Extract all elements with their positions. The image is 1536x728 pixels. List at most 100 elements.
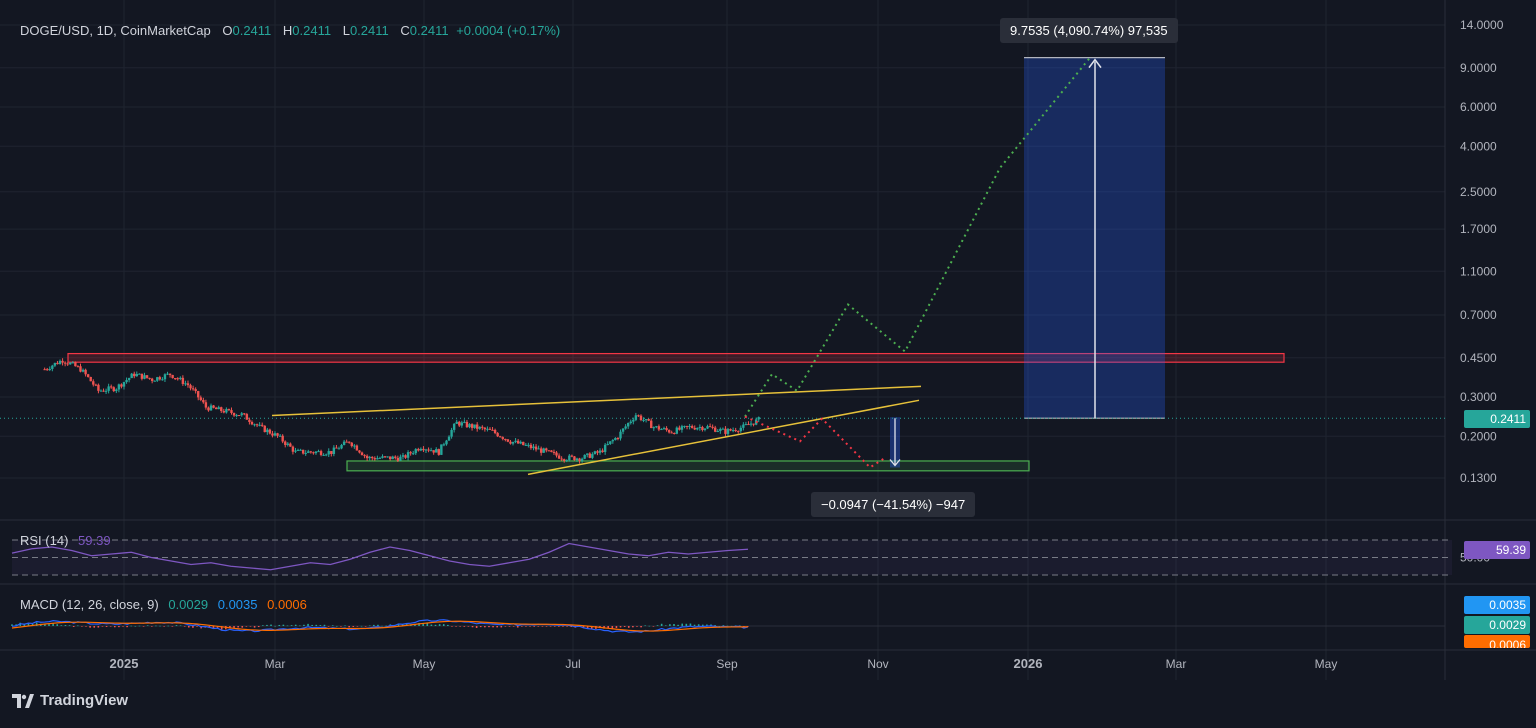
candle-body	[578, 458, 581, 461]
short-projection-label: −0.0947 (−41.54%) −947	[811, 492, 976, 517]
last-price-tag: 0.2411	[1464, 410, 1530, 428]
candle-body	[719, 428, 722, 432]
macd-histogram-bar	[68, 625, 71, 626]
price-axis[interactable]: 14.0000 9.0000 6.0000 4.0000 2.5000 1.7000 1.1…	[1460, 18, 1504, 485]
candle-body	[637, 415, 640, 417]
rsi-legend[interactable]: RSI (14) 59.39	[20, 533, 111, 548]
macd-histogram-bar	[636, 626, 638, 627]
high-value: 0.2411	[292, 23, 332, 38]
macd-histogram-bar	[664, 625, 667, 627]
macd-histogram-bar	[163, 626, 165, 627]
candle-body	[575, 458, 579, 461]
macd-histogram-bar	[512, 626, 515, 627]
macd-histogram-bar	[640, 626, 642, 628]
candle-body	[322, 454, 325, 456]
macd-histogram-bar	[303, 624, 305, 626]
candle-body	[84, 369, 87, 375]
macd-histogram-bar	[105, 626, 108, 627]
candle-body	[665, 428, 668, 431]
candle-body	[734, 430, 737, 432]
macd-histogram-bar	[414, 624, 416, 626]
candle-body	[63, 362, 67, 364]
candle-body	[327, 451, 330, 455]
candle-body	[726, 429, 730, 434]
candle-body	[381, 456, 384, 458]
symbol-legend[interactable]: DOGE/USD, 1D, CoinMarketCap O0.2411 H0.2…	[20, 23, 560, 38]
macd-histogram-bar	[627, 626, 630, 628]
candle-body	[248, 419, 251, 422]
candle-body	[519, 441, 522, 444]
candle-body	[394, 456, 397, 458]
candle-body	[534, 446, 538, 450]
time-tick-label: 2026	[1014, 656, 1043, 671]
candle-body	[675, 427, 679, 434]
candle-body	[258, 424, 261, 426]
macd-histogram-bar	[484, 626, 486, 628]
candle-body	[442, 444, 446, 446]
candle-body	[197, 391, 200, 398]
macd-histogram-bar	[623, 626, 626, 627]
candle-body	[742, 424, 745, 428]
bullish-path	[744, 57, 1091, 418]
low-label: L	[342, 23, 350, 38]
macd-histogram-bar	[619, 626, 622, 628]
candle-body	[307, 451, 310, 453]
candle-body	[94, 384, 98, 386]
candle-body	[273, 433, 277, 436]
macd-histogram-bar	[422, 622, 424, 626]
candle-body	[486, 428, 489, 430]
macd-histogram-bar	[381, 625, 383, 627]
rsi-name: RSI (14)	[20, 533, 69, 548]
macd-histogram-bar	[282, 624, 285, 626]
macd-histogram-bar	[286, 625, 289, 627]
candle-body	[458, 421, 461, 426]
macd-histogram-bar	[364, 626, 367, 627]
candle-body	[204, 402, 208, 408]
time-axis[interactable]: 2025 Mar May Jul Sep Nov 2026 Mar May	[110, 656, 1338, 671]
high-label: H	[282, 23, 293, 38]
candle-body	[140, 373, 144, 379]
symbol-label[interactable]: DOGE/USD, 1D, CoinMarketCap	[20, 23, 211, 38]
macd-histogram-bar	[155, 625, 157, 627]
candle-body	[565, 460, 568, 462]
candle-body	[115, 389, 118, 392]
candle-body	[376, 458, 379, 460]
macd-histogram-bar	[257, 626, 260, 628]
macd-histogram-bar	[167, 625, 170, 627]
candle-body	[417, 449, 420, 451]
candle-body	[199, 397, 202, 401]
tradingview-brand[interactable]: TradingView	[12, 692, 128, 709]
time-tick-label: May	[413, 657, 436, 671]
candle-body	[542, 448, 545, 453]
macd-histogram-bar	[685, 623, 688, 626]
macd-histogram-bar	[229, 626, 231, 628]
candle-body	[504, 438, 507, 440]
price-tick-label: 0.1300	[1460, 471, 1497, 485]
candle-body	[481, 426, 484, 428]
candle-body	[363, 455, 366, 457]
candle-body	[153, 380, 156, 382]
macd-histogram-bar	[377, 624, 379, 626]
candle-body	[46, 369, 49, 371]
candle-body	[642, 419, 645, 421]
candle-body	[749, 423, 753, 425]
macd-legend[interactable]: MACD (12, 26, close, 9) 0.0029 0.0035 0.…	[20, 597, 307, 612]
macd-histogram-bar	[72, 626, 75, 627]
macd-histogram-bar	[669, 624, 671, 626]
macd-histogram-bar	[451, 626, 453, 627]
candle-body	[230, 410, 233, 413]
macd-histogram-bar	[307, 623, 309, 626]
change-value: +0.0004 (+0.17%)	[456, 23, 561, 38]
candle-body	[591, 454, 594, 458]
macd-histogram-bar	[652, 626, 655, 627]
macd-histogram-bar	[463, 626, 466, 627]
macd-histogram-bar	[278, 624, 281, 626]
candle-body	[468, 424, 471, 428]
price-tick-label: 2.5000	[1460, 185, 1497, 199]
macd-histogram-bar	[706, 624, 708, 626]
candle-body	[79, 366, 82, 372]
macd-histogram-bar	[714, 625, 716, 626]
candle-body	[371, 456, 374, 459]
candle-body	[626, 422, 630, 427]
